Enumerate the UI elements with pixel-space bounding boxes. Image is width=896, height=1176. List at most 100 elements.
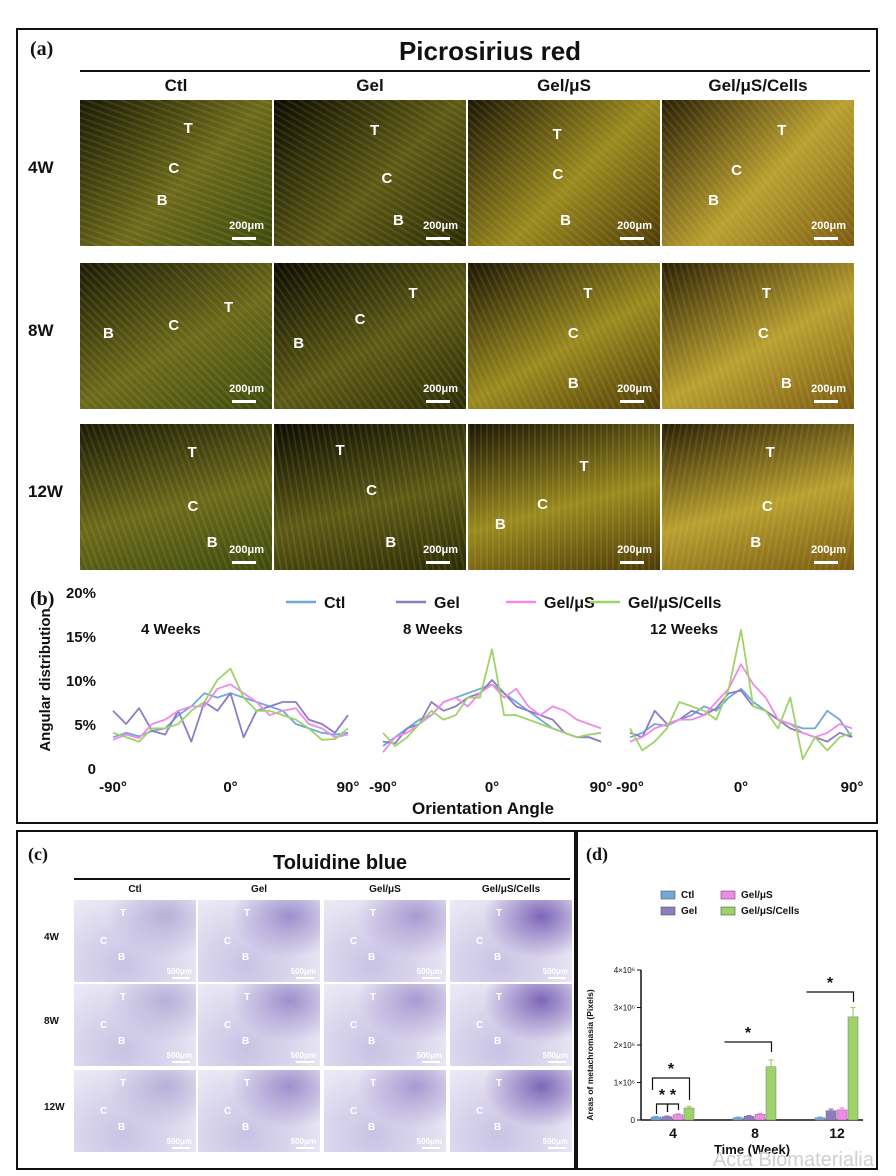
toluidine-micrograph: T C B 500μm	[450, 984, 572, 1066]
x-tick-label: -90°	[99, 779, 127, 796]
x-tick-label: 12	[829, 1125, 845, 1141]
significance-star: *	[827, 975, 834, 992]
toluidine-micrograph: T C B 500μm	[324, 900, 446, 982]
series-line	[382, 683, 602, 753]
row-header: 8W	[28, 321, 54, 340]
scale-bar	[422, 1147, 440, 1149]
scale-bar-label: 500μm	[416, 1051, 442, 1060]
row-header: 12W	[44, 1102, 65, 1113]
panel-c-title-rule	[74, 878, 570, 880]
toluidine-micrograph: T C B 500μm	[198, 1070, 320, 1152]
bar	[836, 1109, 848, 1121]
region-label: B	[560, 212, 571, 229]
x-axis-title: Orientation Angle	[412, 799, 554, 818]
row-header: 4W	[44, 932, 59, 943]
picrosirius-micrograph: T C B 200μm	[468, 100, 660, 246]
region-label: T	[408, 285, 418, 302]
x-tick-label: 0°	[734, 779, 748, 796]
region-label: C	[100, 1106, 108, 1117]
journal-watermark: Acta Biomaterialia	[712, 1149, 874, 1171]
region-label: T	[496, 992, 503, 1003]
scale-bar	[426, 400, 450, 403]
legend-swatch	[660, 890, 676, 900]
region-label: C	[537, 496, 548, 513]
legend-label: Gel/μS/Cells	[741, 906, 800, 917]
metachromasia-bar-chart: 0 1×10⁶ 2×10⁶ 3×10⁶ 4×10⁶ Areas of metachroma…	[585, 890, 863, 1157]
region-label: B	[103, 325, 114, 342]
scale-bar	[232, 237, 256, 240]
scale-bar-label: 200μm	[811, 544, 846, 556]
column-header: Ctl	[128, 884, 142, 895]
bar	[683, 1107, 695, 1121]
x-tick-label: 4	[669, 1125, 677, 1141]
scale-bar-label: 500μm	[416, 967, 442, 976]
region-label: C	[224, 1020, 232, 1031]
legend-label: Gel	[434, 595, 460, 612]
region-label: B	[368, 1036, 376, 1047]
region-label: B	[118, 1036, 126, 1047]
y-axis-title: Angular distribution	[37, 608, 54, 751]
region-label: T	[777, 122, 787, 139]
bar	[814, 1117, 826, 1121]
scale-bar-label: 500μm	[416, 1137, 442, 1146]
region-label: B	[156, 192, 168, 209]
scale-bar-label: 200μm	[229, 544, 264, 556]
legend-swatch	[720, 890, 736, 900]
scale-bar-label: 500μm	[166, 967, 192, 976]
scale-bar	[814, 561, 838, 564]
y-tick-label: 0	[631, 1116, 636, 1125]
scale-bar-label: 500μm	[542, 967, 568, 976]
picrosirius-micrograph: T C B 200μm	[80, 263, 272, 409]
region-label: T	[224, 299, 234, 316]
significance-star: *	[670, 1087, 677, 1104]
x-axis-title: Time (Week)	[714, 1142, 790, 1157]
scale-bar	[172, 977, 190, 979]
y-tick-label: 1×10⁶	[614, 1079, 635, 1088]
legend-label: Gel/μS	[741, 890, 773, 901]
x-tick-label: 0°	[485, 779, 499, 796]
scale-bar	[548, 1147, 566, 1149]
y-tick-label: 5%	[74, 717, 96, 734]
legend-swatch	[720, 906, 736, 916]
panel-d-frame	[576, 830, 878, 1170]
scale-bar	[814, 237, 838, 240]
scale-bar-label: 500μm	[290, 1051, 316, 1060]
x-tick-label: 90°	[590, 779, 613, 796]
region-label: T	[120, 992, 127, 1003]
column-header: Gel	[356, 76, 384, 95]
column-header: Gel/μS/Cells	[481, 884, 541, 895]
scale-bar	[422, 977, 440, 979]
x-tick-label: 8	[751, 1125, 759, 1141]
toluidine-micrograph: T C B 500μm	[74, 900, 196, 982]
y-tick-label: 0	[88, 761, 96, 778]
region-label: B	[708, 192, 719, 209]
region-label: B	[368, 952, 376, 963]
picrosirius-micrograph: T C B 200μm	[80, 100, 272, 246]
significance-bracket	[666, 1103, 680, 1112]
row-header: 8W	[44, 1016, 59, 1027]
scale-bar	[296, 977, 314, 979]
region-label: T	[370, 992, 377, 1003]
angular-distribution-chart: 0 5% 10% 15% 20% Angular distribution -90° 0° 90…	[37, 585, 863, 818]
picrosirius-micrograph: T C B 200μm	[274, 424, 466, 570]
scale-bar	[232, 561, 256, 564]
bar	[650, 1116, 662, 1121]
region-label: C	[366, 482, 377, 499]
region-label: T	[761, 285, 771, 302]
scale-bar-label: 200μm	[229, 383, 264, 395]
region-label: B	[494, 516, 506, 533]
region-label: B	[368, 1122, 376, 1133]
picrosirius-micrograph: T C B 200μm	[662, 100, 854, 246]
panel-title: 8 Weeks	[403, 621, 463, 638]
x-tick-label: -90°	[616, 779, 644, 796]
region-label: T	[370, 908, 377, 919]
panel-a-title: Picrosirius red	[398, 36, 582, 66]
region-label: C	[100, 1020, 108, 1031]
toluidine-micrograph: T C B 500μm	[74, 1070, 196, 1152]
region-label: T	[120, 1078, 127, 1089]
bar	[765, 1066, 777, 1121]
region-label: B	[242, 952, 250, 963]
y-tick-label: 4×10⁶	[614, 966, 635, 975]
toluidine-micrograph: T C B 500μm	[324, 984, 446, 1066]
x-tick-label: 0°	[223, 779, 237, 796]
